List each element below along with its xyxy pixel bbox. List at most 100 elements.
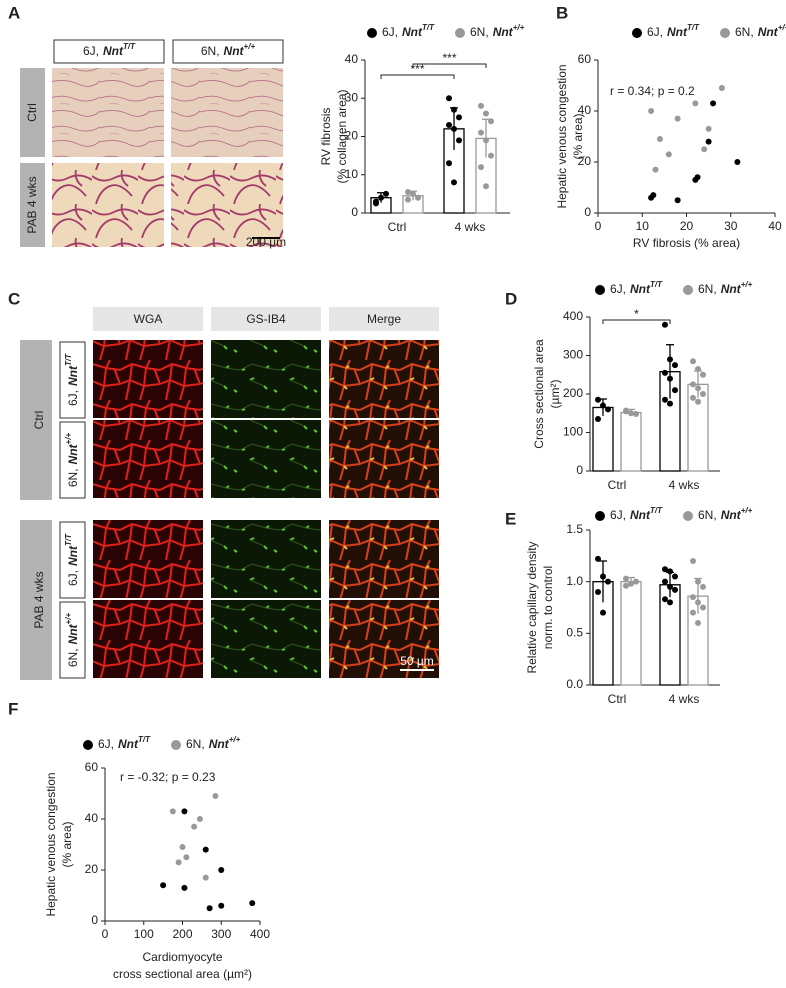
y-tick-label: 20 [85, 862, 99, 876]
label-gene: Nnt [224, 44, 245, 58]
data-point [692, 100, 699, 107]
data-point [169, 808, 176, 815]
column-header-box [53, 39, 165, 64]
y-tick-label: 0.0 [566, 677, 583, 691]
y-tick-label: 60 [578, 52, 592, 66]
significance-bracket [412, 63, 487, 68]
micrograph [329, 520, 439, 598]
data-point [656, 136, 663, 143]
data-point [695, 385, 701, 392]
data-point [667, 375, 673, 382]
data-point [672, 586, 678, 593]
label-gene: Nnt [493, 25, 514, 39]
data-point [718, 85, 725, 92]
row-header-box [59, 521, 86, 599]
label-gene: Nnt [721, 508, 742, 522]
data-point [202, 846, 209, 853]
row-header-box [20, 163, 45, 247]
label-gene: Nnt [66, 365, 80, 386]
data-point [623, 575, 629, 582]
significance-bracket [602, 319, 671, 324]
y-tick-label: 60 [85, 760, 99, 774]
legend-label: 6J, NntT/T [382, 23, 435, 39]
data-point [623, 582, 629, 589]
data-point [478, 164, 484, 171]
row-header: 6N, Nnt+/+ [64, 613, 80, 668]
annotation: r = 0.34; p = 0.2 [610, 84, 695, 98]
data-point [662, 369, 668, 376]
label-gene: Nnt [758, 25, 779, 39]
label-name: 6J, [83, 44, 99, 58]
data-point [695, 599, 701, 606]
legend-label: 6J, NntT/T [610, 280, 663, 296]
label-gene: Nnt [66, 545, 80, 566]
data-point [674, 115, 681, 122]
data-point [695, 620, 701, 626]
label-gene: Nnt [630, 282, 651, 296]
group-header: PAB 4 wks [32, 571, 46, 628]
significance-label: *** [442, 51, 456, 65]
data-point [690, 609, 696, 616]
data-point [373, 200, 379, 207]
legend-marker [367, 28, 377, 38]
column-header-box [93, 307, 203, 331]
x-tick-label: 4 wks [669, 692, 700, 706]
data-point [483, 183, 489, 190]
x-tick-label: 300 [211, 927, 231, 941]
row-header-box [59, 601, 86, 679]
label-gene: Nnt [402, 25, 423, 39]
group-header-box [20, 340, 52, 500]
data-point [700, 604, 706, 611]
y-tick-label: 0 [351, 205, 358, 219]
data-point [405, 188, 411, 195]
data-point [456, 137, 462, 144]
y-tick-label: 40 [85, 811, 99, 825]
label-gene: Nnt [103, 44, 124, 58]
data-point [478, 102, 484, 109]
data-point [212, 793, 219, 800]
data-point [456, 114, 462, 121]
data-point [690, 594, 696, 601]
data-point [667, 568, 673, 575]
x-tick-label: 200 [172, 927, 192, 941]
legend-marker [632, 28, 642, 38]
data-point [633, 411, 639, 418]
group-header-box [20, 520, 52, 680]
annotation: r = -0.32; p = 0.23 [120, 770, 216, 784]
column-header: GS-IB4 [246, 312, 286, 326]
micrograph [171, 163, 283, 247]
data-point [595, 589, 601, 595]
significance-bracket [380, 74, 455, 79]
row-header: PAB 4 wks [25, 176, 39, 233]
y-tick-label: 1.5 [566, 522, 583, 536]
label-name: 6J, [610, 508, 626, 522]
y-tick-label: 300 [563, 348, 583, 362]
column-header-box [329, 307, 439, 331]
label-name: 6N, [470, 25, 489, 39]
y-tick-label: 40 [345, 52, 359, 66]
data-point [175, 859, 182, 866]
data-point [695, 365, 701, 372]
data-point [218, 867, 225, 873]
data-point [667, 583, 673, 590]
data-point [623, 407, 629, 414]
data-point [662, 578, 668, 585]
legend-label: 6N, Nnt+/+ [698, 506, 753, 522]
data-point [196, 816, 203, 822]
data-point [633, 578, 639, 585]
row-header-box [59, 341, 86, 419]
data-point [488, 152, 494, 159]
legend-marker [455, 28, 465, 38]
label-name: 6J, [66, 570, 80, 586]
x-axis-title: RV fibrosis (% area) [633, 236, 740, 250]
panel-label: E [505, 509, 516, 528]
y-axis-title: Hepatic venous congestion [555, 64, 569, 208]
micrograph [211, 600, 321, 678]
column-header-box [172, 39, 284, 64]
data-point [605, 578, 611, 585]
micrograph [329, 420, 439, 498]
label-genotype: T/T [123, 42, 136, 51]
error-bar [599, 560, 607, 603]
legend-marker [683, 511, 693, 521]
